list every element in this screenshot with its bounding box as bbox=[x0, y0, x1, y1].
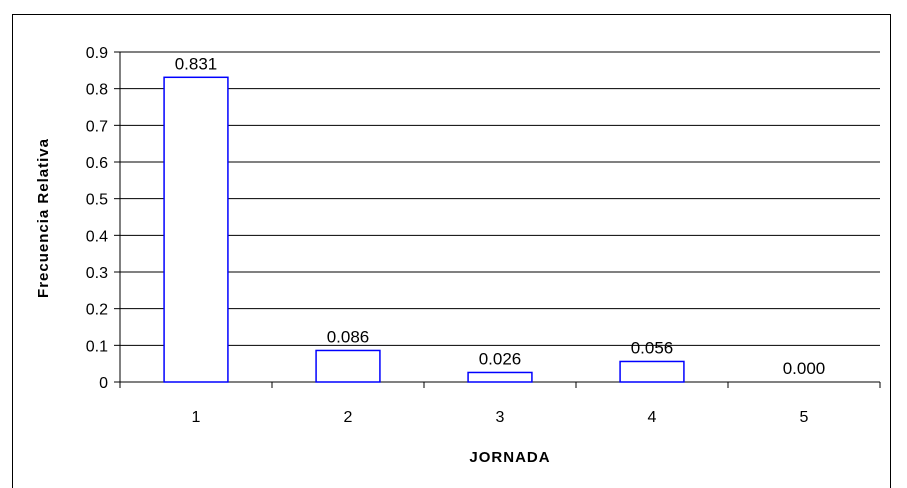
data-label: 0.831 bbox=[175, 54, 218, 73]
y-tick-label: 0.7 bbox=[86, 118, 108, 135]
data-label: 0.086 bbox=[327, 327, 370, 346]
y-tick-label: 0.5 bbox=[86, 192, 108, 209]
x-tick-label: 2 bbox=[344, 409, 353, 426]
data-label: 0.000 bbox=[783, 359, 826, 378]
y-tick-label: 0.2 bbox=[86, 302, 108, 319]
bar bbox=[467, 371, 533, 383]
y-tick-label: 0.4 bbox=[86, 228, 108, 245]
x-tick-label: 4 bbox=[648, 409, 657, 426]
y-axis-title: Frecuencia Relativa bbox=[35, 138, 52, 298]
y-tick-label: 0.6 bbox=[86, 155, 108, 172]
chart-frame bbox=[12, 14, 891, 488]
data-label: 0.026 bbox=[479, 349, 522, 368]
x-tick-label: 1 bbox=[192, 409, 201, 426]
y-tick-label: 0.9 bbox=[86, 45, 108, 62]
y-tick-label: 0.8 bbox=[86, 82, 108, 99]
bar bbox=[315, 349, 381, 383]
data-label: 0.056 bbox=[631, 338, 674, 357]
bar bbox=[163, 76, 229, 383]
y-tick-label: 0.3 bbox=[86, 265, 108, 282]
x-tick-label: 3 bbox=[496, 409, 505, 426]
y-tick-label: 0 bbox=[99, 375, 108, 392]
bar bbox=[619, 360, 685, 383]
x-tick-label: 5 bbox=[800, 409, 809, 426]
x-axis-title: JORNADA bbox=[469, 449, 550, 466]
y-tick-label: 0.1 bbox=[86, 338, 108, 355]
